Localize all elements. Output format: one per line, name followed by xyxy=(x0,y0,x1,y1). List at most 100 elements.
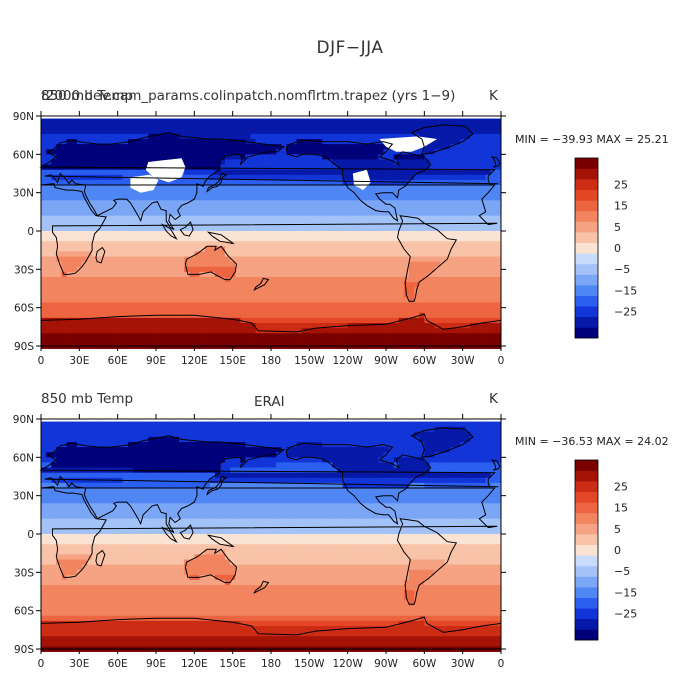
field-cell xyxy=(470,256,476,263)
field-cell xyxy=(179,144,185,150)
field-cell xyxy=(322,190,328,196)
field-cell xyxy=(465,436,471,443)
field-cell xyxy=(327,195,333,201)
field-cell xyxy=(414,123,420,130)
field-cell xyxy=(373,179,379,186)
field-cell xyxy=(153,436,159,443)
field-cell xyxy=(357,297,364,303)
field-cell xyxy=(378,261,384,268)
field-cell xyxy=(81,452,88,458)
field-cell xyxy=(204,421,211,428)
field-cell xyxy=(199,333,205,339)
field-cell xyxy=(388,128,395,135)
field-cell xyxy=(449,154,456,160)
field-cell xyxy=(301,292,308,298)
field-cell xyxy=(153,185,159,191)
field-cell xyxy=(485,307,492,314)
field-cell xyxy=(71,159,78,165)
field-cell xyxy=(209,205,216,211)
field-cell xyxy=(255,277,262,283)
field-cell xyxy=(306,328,313,334)
field-cell xyxy=(219,164,226,171)
field-cell xyxy=(112,195,119,201)
field-cell xyxy=(398,231,405,237)
field-cell xyxy=(76,149,83,155)
field-cell xyxy=(296,210,303,217)
field-cell xyxy=(97,297,103,303)
field-cell xyxy=(368,159,374,165)
field-cell xyxy=(56,261,62,268)
field-cell xyxy=(61,210,67,217)
coastline-namerica xyxy=(285,139,432,222)
field-cell xyxy=(158,338,165,344)
field-cell xyxy=(56,292,62,298)
field-cell xyxy=(209,323,216,329)
field-cell xyxy=(455,118,461,125)
field-cell xyxy=(301,174,308,181)
field-cell xyxy=(403,195,410,201)
field-cell xyxy=(352,277,359,283)
field-cell xyxy=(409,236,415,242)
field-cell xyxy=(424,307,430,314)
field-cell xyxy=(434,282,441,288)
field-cell xyxy=(122,133,129,140)
field-cell xyxy=(143,205,149,211)
field-cell xyxy=(143,333,149,339)
field-cell xyxy=(363,210,369,217)
field-cell xyxy=(495,179,502,186)
field-cell xyxy=(102,442,108,448)
field-cell xyxy=(429,149,435,155)
field-cell xyxy=(327,169,333,176)
field-cell xyxy=(373,431,379,438)
field-cell xyxy=(250,128,257,135)
field-cell xyxy=(434,266,441,273)
field-cell xyxy=(214,447,221,453)
field-cell xyxy=(194,452,200,458)
field-cell xyxy=(475,431,481,438)
field-cell xyxy=(148,149,154,155)
field-cell xyxy=(184,154,190,160)
field-cell xyxy=(219,236,226,242)
field-cell xyxy=(225,231,231,237)
field-cell xyxy=(296,431,303,438)
field-cell xyxy=(122,251,129,257)
field-cell xyxy=(153,256,159,263)
field-cell xyxy=(199,302,205,309)
field-cell xyxy=(475,144,481,150)
field-cell xyxy=(475,302,481,309)
field-cell xyxy=(127,185,134,191)
field-cell xyxy=(61,421,67,428)
field-cell xyxy=(230,133,236,140)
field-cell xyxy=(271,174,277,181)
field-cell xyxy=(51,118,57,125)
field-cell xyxy=(117,200,124,206)
field-cell xyxy=(327,144,333,150)
field-cell xyxy=(388,287,395,293)
field-cell xyxy=(102,421,108,428)
field-cell xyxy=(301,323,308,329)
field-cell xyxy=(66,457,73,463)
field-cell xyxy=(495,277,502,283)
field-cell xyxy=(199,312,205,319)
field-cell xyxy=(61,302,67,309)
field-cell xyxy=(107,241,113,247)
field-cell xyxy=(148,333,154,339)
field-cell xyxy=(143,200,149,206)
field-cell xyxy=(127,210,134,217)
field-cell xyxy=(291,302,297,309)
field-cell xyxy=(286,426,292,433)
field-cell xyxy=(439,261,446,268)
field-cell xyxy=(168,436,175,443)
field-cell xyxy=(357,266,364,273)
field-cell xyxy=(444,282,451,288)
field-cell xyxy=(485,225,492,232)
field-cell xyxy=(429,200,435,206)
field-cell xyxy=(352,169,359,176)
field-cell xyxy=(378,452,384,458)
field-cell xyxy=(357,287,364,293)
field-cell xyxy=(388,123,395,130)
field-cell xyxy=(168,333,175,339)
field-cell xyxy=(41,266,47,273)
field-cell xyxy=(225,246,231,252)
field-cell xyxy=(56,139,62,145)
